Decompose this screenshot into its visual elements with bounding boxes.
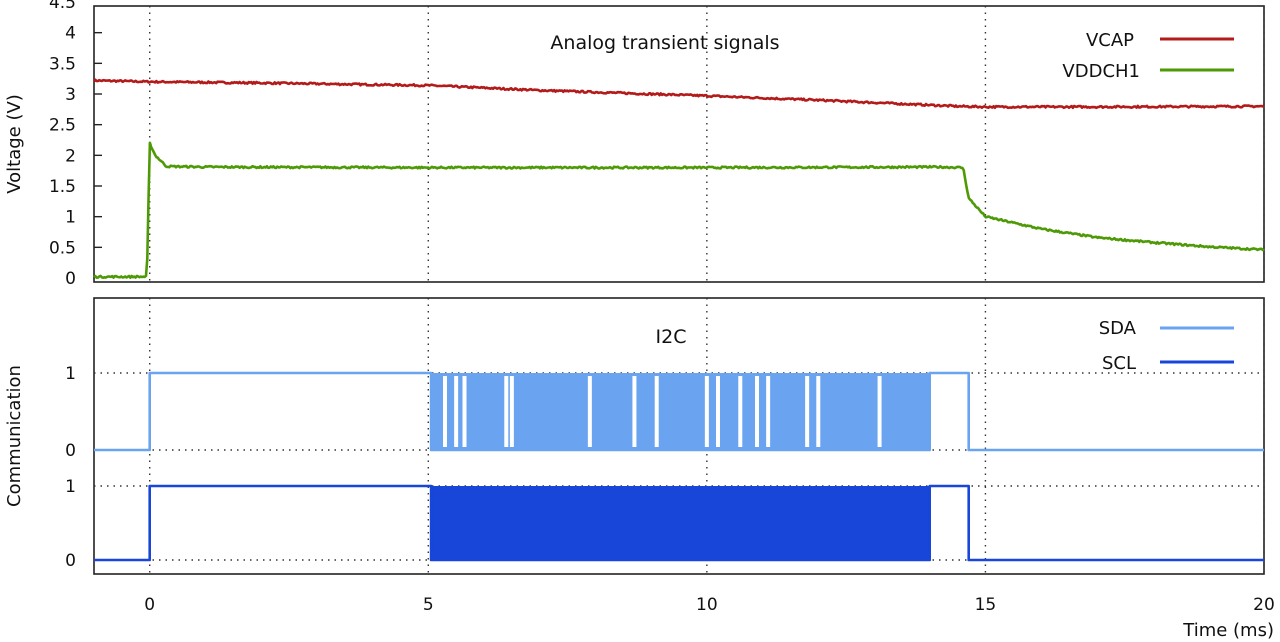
y-tick-label: 4.5 xyxy=(49,0,76,13)
sda-stable-gap xyxy=(443,376,447,447)
x-tick-label: 5 xyxy=(423,595,434,615)
analog-title: Analog transient signals xyxy=(550,32,779,54)
scl-toggle-block xyxy=(431,486,930,560)
communication-panel: 1 0 1 0 I2C Communication SDA SCL xyxy=(4,297,1265,575)
y-tick-label: 2 xyxy=(65,146,76,166)
sda-stable-gap xyxy=(509,376,514,447)
legend-scl: SCL xyxy=(1102,353,1234,374)
legend-vddch1-label: VDDCH1 xyxy=(1062,61,1140,82)
x-tick-label: 0 xyxy=(144,595,155,615)
time-axis-label: Time (ms) xyxy=(1182,620,1274,641)
sda-stable-gap xyxy=(587,376,592,447)
series-scl xyxy=(94,484,1264,562)
y-tick-label: 1 xyxy=(65,208,76,228)
sda-stable-gap xyxy=(504,376,509,447)
sda-toggle-block xyxy=(431,373,930,450)
i2c-title: I2C xyxy=(656,326,687,348)
y-tick-label: 0 xyxy=(65,551,76,571)
legend-vcap-label: VCAP xyxy=(1086,30,1134,51)
y-tick-label: 3 xyxy=(65,85,76,105)
series-vddch1 xyxy=(93,141,1265,279)
y-tick-label: 0.5 xyxy=(49,238,76,258)
communication-tick-labels: 1 0 1 0 xyxy=(65,364,76,571)
sda-stable-gap xyxy=(704,376,709,447)
y-tick-label: 4 xyxy=(65,24,76,44)
series-sda xyxy=(94,371,1264,452)
communication-series xyxy=(94,371,1264,562)
sda-stable-gap xyxy=(755,376,759,447)
communication-axis-label: Communication xyxy=(4,365,25,507)
y-tick-label: 2.5 xyxy=(49,116,76,136)
sda-stable-gap xyxy=(654,376,659,447)
sda-stable-gap xyxy=(738,376,743,447)
sda-stable-gap xyxy=(816,376,821,447)
analog-series xyxy=(92,78,1265,279)
sda-stable-gap xyxy=(805,376,810,447)
sda-stable-gap xyxy=(454,376,459,447)
sda-stable-gap xyxy=(462,376,467,447)
x-tick-label: 10 xyxy=(696,595,718,615)
legend-sda-label: SDA xyxy=(1099,318,1137,339)
legend-scl-label: SCL xyxy=(1102,353,1136,374)
series-vcap xyxy=(92,78,1265,110)
voltage-tick-labels: 0 0.5 1 1.5 2 2.5 3 3.5 4 4.5 xyxy=(49,0,102,289)
y-tick-label: 1 xyxy=(65,477,76,497)
x-tick-label: 15 xyxy=(975,595,997,615)
analog-panel: 0 0.5 1 1.5 2 2.5 3 3.5 4 4.5 Analog transient si… xyxy=(4,0,1265,289)
y-tick-label: 1 xyxy=(65,364,76,384)
legend-vcap: VCAP xyxy=(1086,30,1234,51)
legend-sda: SDA xyxy=(1099,318,1234,339)
x-tick-label: 20 xyxy=(1253,595,1275,615)
sda-stable-gap xyxy=(877,376,882,447)
y-tick-label: 1.5 xyxy=(49,177,76,197)
y-tick-label: 0 xyxy=(65,269,76,289)
y-tick-label: 0 xyxy=(65,441,76,461)
voltage-axis-label: Voltage (V) xyxy=(4,94,25,194)
sda-stable-gap xyxy=(632,376,637,447)
sda-stable-gap xyxy=(716,376,720,447)
legend-vddch1: VDDCH1 xyxy=(1062,61,1234,82)
time-tick-labels: 0 5 10 15 20 xyxy=(144,595,1275,615)
sda-stable-gap xyxy=(766,376,771,447)
y-tick-label: 3.5 xyxy=(49,54,76,74)
